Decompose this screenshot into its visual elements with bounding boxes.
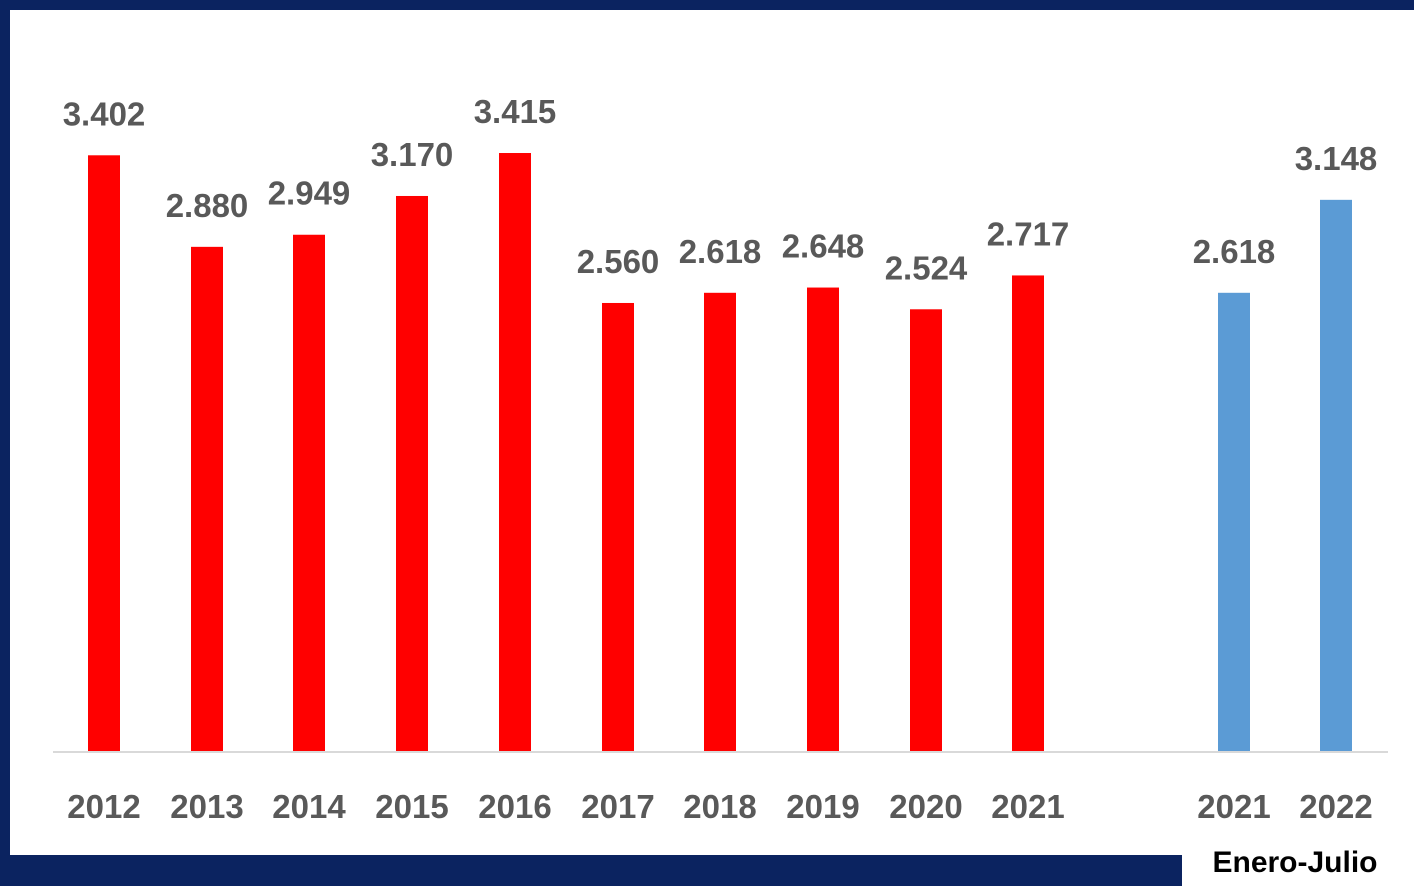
bar-2012 — [88, 155, 120, 753]
bar-2021-enero-julio — [1218, 292, 1250, 752]
corner-mark — [1408, 852, 1414, 886]
value-label-2022-enero-julio: 3.148 — [1295, 140, 1378, 177]
bar-2016 — [499, 153, 531, 752]
category-label-2018: 2018 — [683, 788, 756, 825]
category-label-2017: 2017 — [581, 788, 654, 825]
value-label-2016: 3.415 — [474, 93, 557, 130]
category-label-2021: 2021 — [991, 788, 1064, 825]
value-label-2013: 2.880 — [166, 187, 249, 224]
category-label-2014: 2014 — [272, 788, 346, 825]
category-label-2012: 2012 — [67, 788, 140, 825]
category-label-2022-enero-julio: 2022 — [1299, 788, 1372, 825]
bar-2015 — [396, 195, 428, 752]
bar-2014 — [293, 234, 325, 752]
value-label-2021-enero-julio: 2.618 — [1193, 233, 1276, 270]
bar-2017 — [602, 302, 634, 752]
value-label-2012: 3.402 — [63, 95, 146, 132]
category-label-2019: 2019 — [786, 788, 859, 825]
value-label-2019: 2.648 — [782, 228, 865, 265]
bar-2020 — [910, 309, 942, 752]
bar-2013 — [191, 246, 223, 752]
value-label-2015: 3.170 — [371, 136, 454, 173]
value-labels-group: 3.402 2.880 2.949 3.170 3.415 2.560 2.618 2.648… — [63, 93, 1378, 286]
value-label-2014: 2.949 — [268, 175, 351, 212]
category-label-2015: 2015 — [375, 788, 448, 825]
value-label-2018: 2.618 — [679, 233, 762, 270]
period-label: Enero-Julio — [1182, 840, 1408, 886]
category-label-2021-enero-julio: 2021 — [1197, 788, 1270, 825]
bar-2018 — [704, 292, 736, 752]
bar-2019 — [807, 287, 839, 752]
value-label-2017: 2.560 — [577, 243, 660, 280]
bar-2022-enero-julio — [1320, 199, 1352, 752]
category-labels-group: 2012 2013 2014 2015 2016 2017 2018 2019 2020 2021… — [67, 788, 1372, 825]
bars-group — [88, 153, 1352, 753]
category-label-2013: 2013 — [170, 788, 243, 825]
category-label-2020: 2020 — [889, 788, 962, 825]
category-label-2016: 2016 — [478, 788, 551, 825]
value-label-2021: 2.717 — [987, 215, 1070, 252]
value-label-2020: 2.524 — [885, 249, 968, 286]
bar-2021 — [1012, 275, 1044, 752]
